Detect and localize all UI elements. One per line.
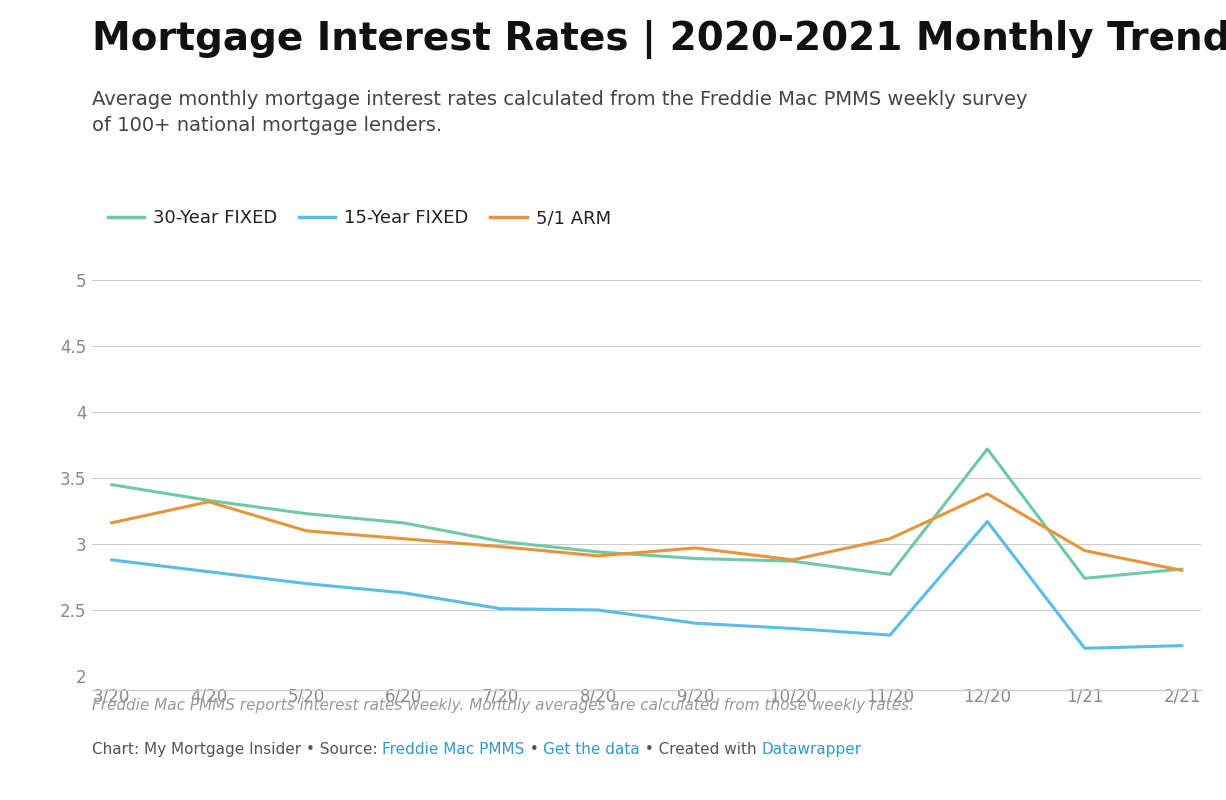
- Text: • Created with: • Created with: [640, 742, 761, 758]
- Text: Average monthly mortgage interest rates calculated from the Freddie Mac PMMS wee: Average monthly mortgage interest rates …: [92, 90, 1027, 135]
- Text: •: •: [525, 742, 543, 758]
- Text: Freddie Mac PMMS: Freddie Mac PMMS: [383, 742, 525, 758]
- Text: Chart: My Mortgage Insider • Source:: Chart: My Mortgage Insider • Source:: [92, 742, 383, 758]
- Text: Get the data: Get the data: [543, 742, 640, 758]
- Text: Freddie Mac PMMS reports interest rates weekly. Monthly averages are calculated : Freddie Mac PMMS reports interest rates …: [92, 698, 913, 714]
- Legend: 30-Year FIXED, 15-Year FIXED, 5/1 ARM: 30-Year FIXED, 15-Year FIXED, 5/1 ARM: [101, 202, 618, 234]
- Text: Datawrapper: Datawrapper: [761, 742, 862, 758]
- Text: Mortgage Interest Rates | 2020-2021 Monthly Trends: Mortgage Interest Rates | 2020-2021 Mont…: [92, 20, 1226, 59]
